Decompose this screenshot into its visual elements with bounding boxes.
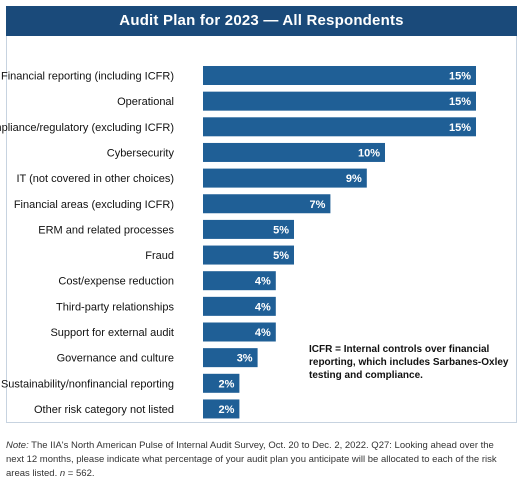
category-label-9: Third-party relationships [56, 301, 174, 313]
bar-7 [203, 245, 294, 265]
value-label-3: 10% [358, 147, 380, 159]
value-label-8: 4% [255, 276, 271, 288]
bar-4 [203, 168, 367, 188]
value-label-7: 5% [273, 250, 289, 262]
category-label-8: Cost/expense reduction [58, 276, 174, 288]
bar-10 [203, 322, 276, 342]
bar-12 [203, 373, 240, 393]
bar-9 [203, 296, 276, 316]
category-label-0: Financial reporting (including ICFR) [1, 71, 174, 83]
bar-6 [203, 219, 294, 239]
bar-13 [203, 399, 240, 419]
value-label-10: 4% [255, 327, 271, 339]
value-label-9: 4% [255, 301, 271, 313]
value-label-0: 15% [449, 71, 471, 83]
category-label-2: Compliance/regulatory (excluding ICFR) [0, 122, 174, 134]
bar-0 [203, 66, 476, 85]
bar-2 [203, 117, 476, 137]
bar-3 [203, 142, 385, 162]
category-label-5: Financial areas (excluding ICFR) [14, 199, 174, 211]
bar-5 [203, 194, 331, 214]
value-label-5: 7% [309, 199, 325, 211]
chart-panel [6, 36, 517, 423]
category-label-11: Governance and culture [57, 353, 174, 365]
bar-8 [203, 271, 276, 291]
note-prefix: Note: [6, 440, 29, 451]
bar-chart: Financial reporting (including ICFR) 15% O… [0, 66, 476, 419]
category-label-13: Other risk category not listed [34, 404, 174, 416]
value-label-6: 5% [273, 224, 289, 236]
category-label-6: ERM and related processes [38, 224, 174, 236]
value-label-12: 2% [218, 378, 234, 390]
category-label-7: Fraud [145, 250, 174, 262]
icfr-callout: ICFR = Internal controls over financial … [309, 344, 509, 381]
chart-title: Audit Plan for 2023 — All Respondents [6, 6, 517, 36]
value-label-1: 15% [449, 96, 471, 108]
category-label-1: Operational [117, 96, 174, 108]
category-label-3: Cybersecurity [107, 147, 175, 159]
value-label-4: 9% [346, 173, 362, 185]
bar-1 [203, 91, 476, 111]
chart-note: Note: The IIA's North American Pulse of … [6, 439, 506, 481]
note-n-text: = 562. [65, 468, 95, 479]
category-label-4: IT (not covered in other choices) [16, 173, 174, 185]
value-label-11: 3% [237, 353, 253, 365]
note-n: n [59, 468, 66, 479]
category-label-10: Support for external audit [50, 327, 174, 339]
value-label-13: 2% [218, 404, 234, 416]
value-label-2: 15% [449, 122, 471, 134]
note-text: The IIA's North American Pulse of Intern… [6, 440, 497, 479]
bar-11 [203, 348, 258, 368]
category-label-12: Sustainability/nonfinancial reporting [1, 378, 174, 390]
